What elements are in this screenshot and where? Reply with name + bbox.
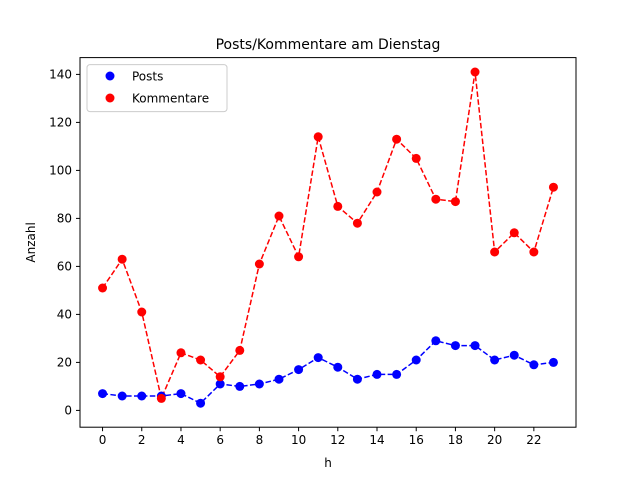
y-tick-label: 140: [49, 68, 72, 82]
plot-area: [98, 67, 558, 408]
series-1-point: [98, 283, 108, 293]
series-1-point: [156, 393, 166, 403]
series-0-point: [352, 374, 362, 384]
x-tick-label: 0: [99, 433, 107, 447]
series-1-point: [372, 187, 382, 197]
x-tick-label: 8: [256, 433, 264, 447]
y-tick-label: 80: [57, 212, 72, 226]
series-1-point: [274, 211, 284, 221]
series-0-point: [117, 391, 127, 401]
y-tick-label: 120: [49, 116, 72, 130]
series-1-point: [431, 194, 441, 204]
series-0-point: [411, 355, 421, 365]
legend-marker-1: [105, 93, 115, 103]
series-0-point: [294, 365, 304, 375]
legend-label-1: Kommentare: [132, 91, 209, 105]
series-line-1: [101, 71, 555, 401]
series-1-point: [490, 247, 500, 257]
series-0-point: [372, 369, 382, 379]
series-0-point: [490, 355, 500, 365]
x-tick-label: 18: [448, 433, 463, 447]
series-0-point: [548, 357, 558, 367]
series-0-point: [392, 369, 402, 379]
legend-label-0: Posts: [132, 69, 163, 83]
x-tick-label: 16: [409, 433, 424, 447]
series-0-point: [254, 379, 264, 389]
series-1-point: [235, 345, 245, 355]
series-0-point: [176, 389, 186, 399]
y-tick-label: 40: [57, 308, 72, 322]
series-1-point: [254, 259, 264, 269]
series-0-point: [235, 381, 245, 391]
series-1-point: [215, 372, 225, 382]
x-tick-label: 12: [330, 433, 345, 447]
x-tick-label: 22: [526, 433, 541, 447]
series-0-point: [215, 379, 225, 389]
series-0-point: [509, 350, 519, 360]
series-1-point: [294, 252, 304, 262]
y-tick-label: 0: [64, 404, 72, 418]
x-axis-label: h: [324, 456, 332, 470]
series-0-point: [450, 341, 460, 351]
series-0-point: [274, 374, 284, 384]
x-tick-label: 10: [291, 433, 306, 447]
legend-box: [86, 64, 228, 113]
series-1-point: [176, 348, 186, 358]
series-0-point: [313, 353, 323, 363]
series-0-point: [196, 398, 206, 408]
y-axis-label: Anzahl: [24, 222, 38, 262]
series-1-point: [411, 153, 421, 163]
legend: Posts Kommentare: [86, 64, 228, 113]
series-0-point: [333, 362, 343, 372]
legend-marker-0: [105, 71, 115, 81]
series-0-point: [137, 391, 147, 401]
x-tick-label: 20: [487, 433, 502, 447]
x-axis: 0 2 4 6 8 10 12 14 16 18 20 22: [99, 427, 541, 447]
series-1-point: [352, 218, 362, 228]
series-1-point: [117, 254, 127, 264]
series-1-point: [333, 201, 343, 211]
series-0-point: [470, 341, 480, 351]
series-1-point: [137, 307, 147, 317]
x-tick-label: 6: [216, 433, 224, 447]
y-tick-label: 60: [57, 260, 72, 274]
x-tick-label: 14: [369, 433, 384, 447]
y-tick-label: 100: [49, 164, 72, 178]
chart-title: Posts/Kommentare am Dienstag: [216, 37, 441, 53]
series-1-point: [196, 355, 206, 365]
y-tick-label: 20: [57, 356, 72, 370]
series-0-point: [529, 360, 539, 370]
series-1-point: [392, 134, 402, 144]
x-tick-label: 4: [177, 433, 185, 447]
plot-frame: [79, 57, 577, 428]
series-1-point: [529, 247, 539, 257]
series-1-point: [470, 67, 480, 77]
series-1-point: [509, 228, 519, 238]
series-0-point: [98, 389, 108, 399]
series-0-point: [431, 336, 441, 346]
series-1-point: [548, 182, 558, 192]
series-1-point: [450, 197, 460, 207]
y-axis: 0 20 40 60 80 100 120 140: [49, 68, 80, 418]
x-tick-label: 2: [138, 433, 146, 447]
series-1-point: [313, 132, 323, 142]
